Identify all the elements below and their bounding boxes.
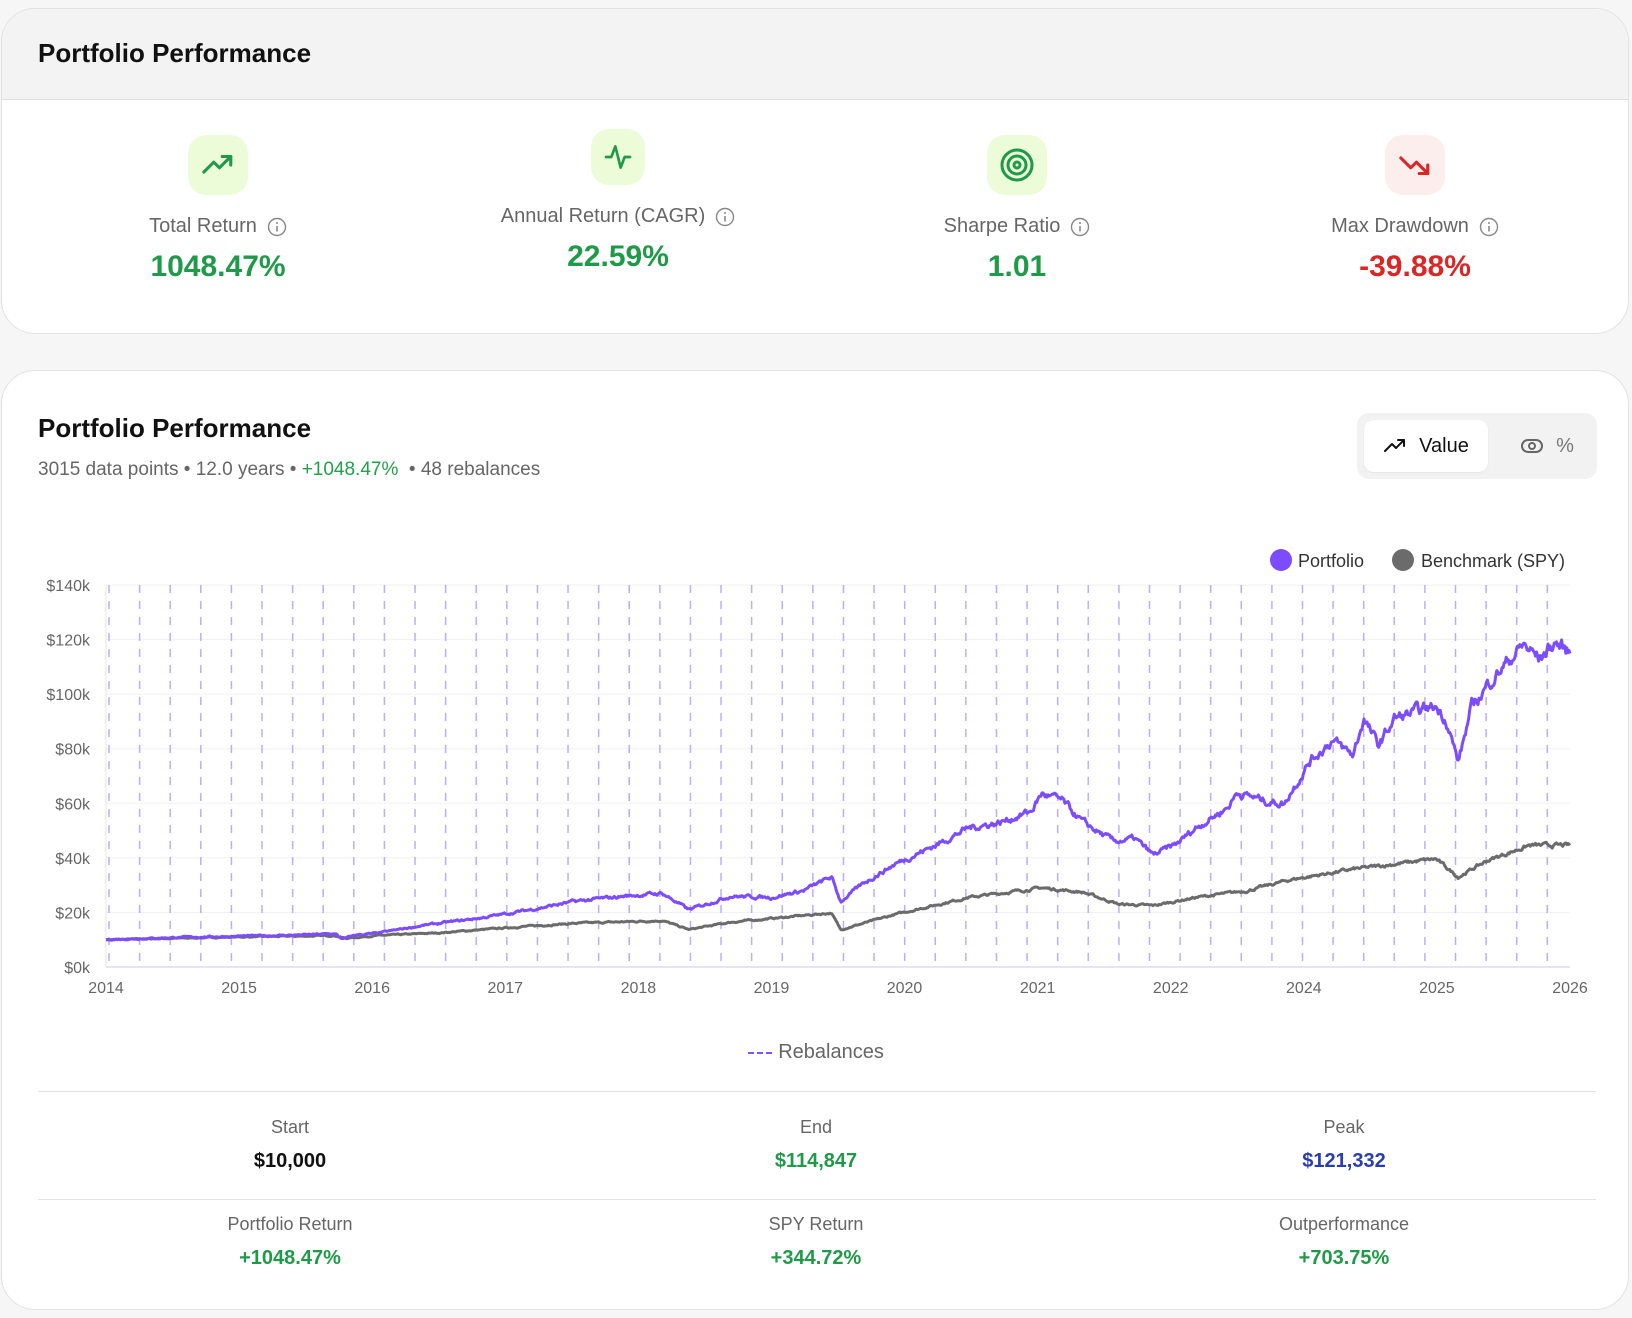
stat-portfolio-return: Portfolio Return +1048.47% [30, 1214, 550, 1270]
stat-value: $10,000 [253, 1150, 327, 1172]
metric-cagr: Annual Return (CAGR) 22.59% [418, 129, 818, 274]
stat-value: +1048.47% [239, 1247, 341, 1269]
divider [38, 1199, 1596, 1200]
x-tick-label: 2018 [621, 980, 657, 997]
metric-label: Max Drawdown [1331, 215, 1469, 237]
info-icon[interactable] [1070, 217, 1090, 237]
x-tick-label: 2019 [754, 980, 790, 997]
trending-up-icon [1384, 439, 1406, 452]
x-tick-label: 2021 [1020, 980, 1056, 997]
stat-label: Outperformance [1278, 1214, 1410, 1234]
info-icon[interactable] [715, 207, 735, 227]
legend-benchmark-swatch [1392, 549, 1414, 571]
x-tick-label: 2025 [1419, 980, 1455, 997]
percent-view-label: % [1556, 434, 1574, 457]
activity-icon [591, 129, 645, 185]
total-return-inline: +1048.47% [301, 459, 399, 480]
rebalances-count: 48 rebalances [420, 459, 541, 480]
stat-value: $121,332 [1302, 1150, 1386, 1172]
metric-sharpe: Sharpe Ratio 1.01 [817, 135, 1217, 284]
x-tick-label: 2022 [1153, 980, 1189, 997]
info-icon[interactable] [267, 217, 287, 237]
performance-subtitle: 3015 data points • 12.0 years • +1048.47… [38, 459, 540, 481]
portfolio-line [105, 638, 1572, 942]
y-tick-label: $100k [46, 687, 91, 704]
stat-label: Portfolio Return [227, 1214, 353, 1234]
metric-label: Sharpe Ratio [943, 215, 1061, 237]
metric-max-drawdown: Max Drawdown -39.88% [1215, 135, 1615, 284]
metric-label: Annual Return (CAGR) [500, 205, 706, 227]
metric-value: -39.88% [1359, 250, 1471, 283]
dashed-line-icon [748, 1051, 773, 1054]
performance-title: Portfolio Performance [38, 413, 312, 443]
separator: • [398, 459, 421, 480]
y-tick-label: $140k [46, 578, 91, 595]
y-tick-label: $0k [64, 960, 91, 977]
separator: • [284, 459, 302, 480]
metric-label: Total Return [149, 215, 257, 237]
metric-value: 1.01 [987, 250, 1047, 283]
metric-total-return: Total Return 1048.47% [18, 135, 418, 284]
x-tick-label: 2024 [1286, 980, 1322, 997]
info-icon[interactable] [1479, 217, 1499, 237]
performance-card: Portfolio Performance 3015 data points •… [1, 370, 1629, 1310]
target-icon [987, 135, 1047, 195]
legend-portfolio-label: Portfolio [1298, 551, 1364, 571]
x-tick-label: 2026 [1552, 980, 1588, 997]
stat-value: +703.75% [1298, 1247, 1390, 1269]
percent-view-button[interactable]: % [1507, 420, 1587, 472]
value-view-label: Value [1419, 434, 1469, 457]
rebalance-legend-label: Rebalances [778, 1041, 884, 1063]
summary-header: Portfolio Performance [2, 9, 1628, 100]
y-tick-label: $40k [55, 851, 91, 868]
legend-benchmark-label: Benchmark (SPY) [1421, 551, 1565, 571]
separator: • [178, 459, 196, 480]
trending-down-icon [1385, 135, 1445, 195]
stat-label: SPY Return [768, 1214, 864, 1234]
y-tick-label: $60k [55, 796, 91, 813]
performance-chart: $0k $20k $40k $60k $80k $100k $120k $140k 2014 20… [46, 549, 1588, 997]
stat-label: End [799, 1117, 833, 1137]
stat-value: +344.72% [770, 1247, 862, 1269]
x-tick-label: 2020 [887, 980, 923, 997]
summary-card: Portfolio Performance Total Return 1048.… [1, 8, 1629, 334]
stat-value: $114,847 [774, 1150, 858, 1172]
y-tick-label: $120k [46, 633, 91, 650]
y-tick-label: $80k [55, 742, 91, 759]
x-tick-label: 2015 [221, 980, 257, 997]
legend-portfolio-swatch [1270, 549, 1292, 571]
stat-label: Start [270, 1117, 309, 1137]
stat-peak: Peak $121,332 [1084, 1117, 1604, 1173]
stat-spy-return: SPY Return +344.72% [556, 1214, 1076, 1270]
metric-value: 22.59% [567, 240, 669, 273]
toggle-icon [1521, 439, 1544, 453]
chart-legend: Portfolio Benchmark (SPY) [1270, 549, 1565, 571]
stat-end: End $114,847 [556, 1117, 1076, 1173]
rebalance-legend: Rebalances [2, 1041, 1628, 1064]
data-points-count: 3015 data points [38, 459, 179, 480]
years-count: 12.0 years [195, 459, 285, 480]
stat-start: Start $10,000 [30, 1117, 550, 1173]
summary-title: Portfolio Performance [38, 38, 312, 68]
view-toggle: Value % [1357, 413, 1597, 479]
y-tick-label: $20k [55, 905, 91, 922]
x-tick-label: 2017 [487, 980, 523, 997]
x-tick-label: 2016 [354, 980, 390, 997]
divider [38, 1091, 1596, 1092]
stat-label: Peak [1323, 1117, 1365, 1137]
value-view-button[interactable]: Value [1364, 420, 1488, 472]
x-tick-label: 2014 [88, 980, 124, 997]
stat-outperformance: Outperformance +703.75% [1084, 1214, 1604, 1270]
metric-value: 1048.47% [150, 250, 286, 283]
trending-up-icon [188, 135, 248, 195]
